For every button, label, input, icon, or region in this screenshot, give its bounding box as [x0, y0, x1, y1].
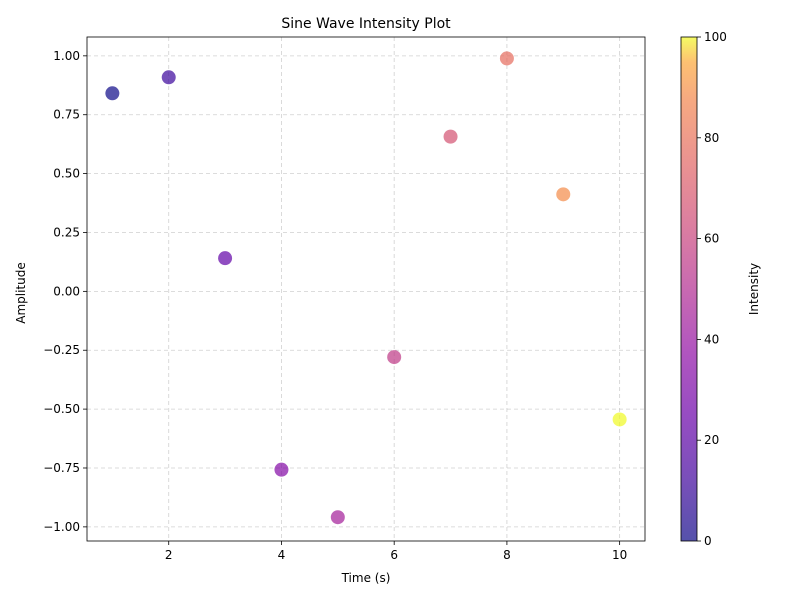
colorbar-ticks: 0 20 40 60 80 100 [697, 30, 727, 548]
colorbar-tick-label: 20 [704, 433, 719, 447]
colorbar: 0 20 40 60 80 100 Intensity [680, 30, 761, 548]
x-tick-label: 4 [278, 548, 286, 562]
data-point [387, 350, 402, 365]
y-tick-label: 0.75 [53, 108, 80, 122]
y-tick-label: −0.75 [43, 461, 80, 475]
y-tick-label: −0.50 [43, 402, 80, 416]
plot-frame [86, 36, 646, 542]
data-point [218, 251, 233, 266]
colorbar-tick-label: 60 [704, 232, 719, 246]
colorbar-label: Intensity [747, 263, 761, 315]
data-point [499, 51, 514, 66]
y-tick-label: 0.50 [53, 167, 80, 181]
axes: 2 4 6 8 10 −1.00 −0.75 −0.50 −0.25 0.00 0.25 0.50 0.… [43, 36, 646, 562]
y-tick-label: −0.25 [43, 343, 80, 357]
colorbar-tick-label: 0 [704, 534, 712, 548]
x-tick-label: 2 [165, 548, 173, 562]
x-tick-label: 8 [503, 548, 511, 562]
x-tick-label: 6 [390, 548, 398, 562]
grid-lines [87, 37, 645, 541]
y-tick-label: 0.25 [53, 225, 80, 239]
data-points [105, 51, 627, 525]
y-tick-label: −1.00 [43, 520, 80, 534]
data-point [330, 510, 345, 525]
data-point [161, 70, 176, 85]
data-point [612, 412, 627, 427]
y-tick-label: 1.00 [53, 49, 80, 63]
x-axis-label: Time (s) [341, 571, 391, 585]
x-tick-label: 10 [612, 548, 627, 562]
data-point [443, 129, 458, 144]
data-point [556, 187, 571, 202]
data-point [274, 462, 289, 477]
chart-title: Sine Wave Intensity Plot [281, 16, 451, 32]
data-point [105, 86, 120, 101]
colorbar-tick-label: 40 [704, 332, 719, 346]
y-axis-label: Amplitude [14, 262, 28, 324]
colorbar-tick-label: 100 [704, 30, 727, 44]
colorbar-tick-label: 80 [704, 131, 719, 145]
colorbar-gradient [680, 36, 698, 542]
y-tick-label: 0.00 [53, 284, 80, 298]
